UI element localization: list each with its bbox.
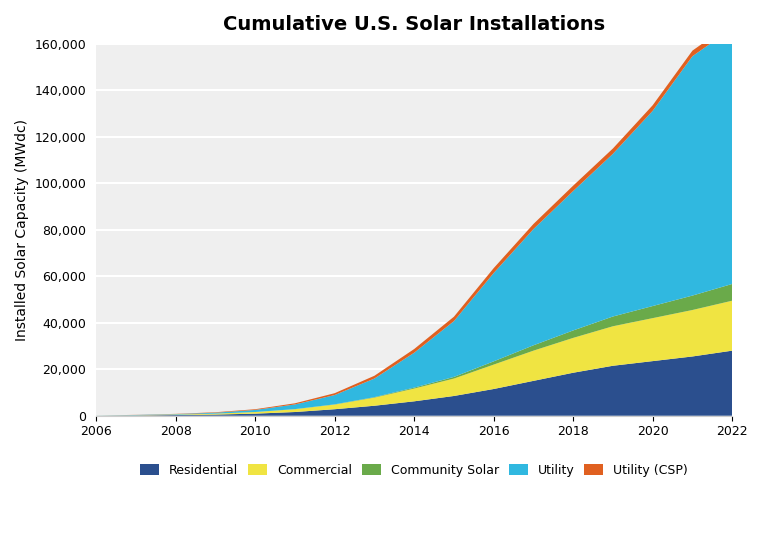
Title: Cumulative U.S. Solar Installations: Cumulative U.S. Solar Installations <box>223 15 605 34</box>
Y-axis label: Installed Solar Capacity (MWdc): Installed Solar Capacity (MWdc) <box>15 119 29 341</box>
Legend: Residential, Commercial, Community Solar, Utility, Utility (CSP): Residential, Commercial, Community Solar… <box>135 459 693 482</box>
